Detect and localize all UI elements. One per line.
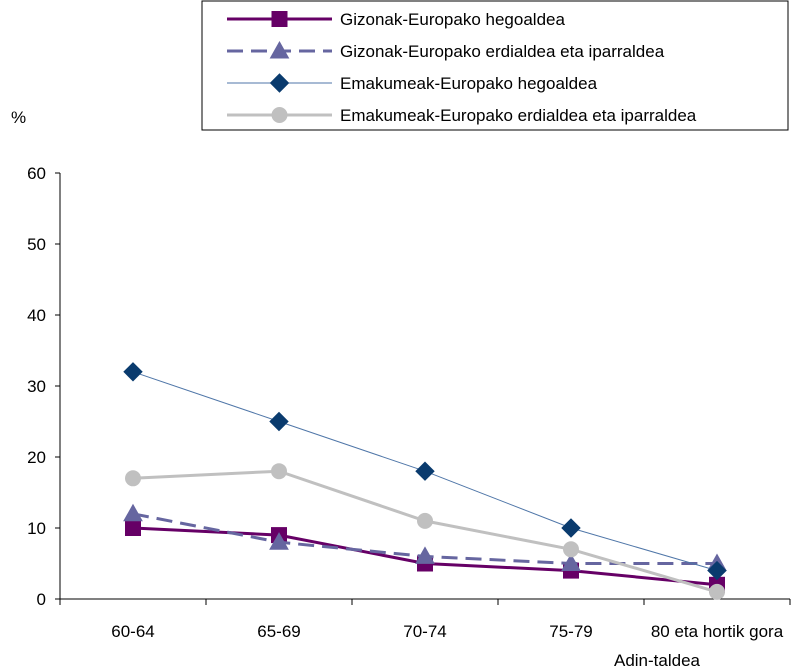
x-tick-label: 60-64 xyxy=(111,622,154,641)
data-point xyxy=(125,470,141,487)
x-ticks: 60-64 65-69 70-74 75-79 80 eta hortik gora xyxy=(59,599,791,641)
data-point xyxy=(415,461,435,481)
y-axis-label: % xyxy=(11,108,26,127)
legend-label: Gizonak-Europako erdialdea eta iparralde… xyxy=(340,42,665,61)
y-tick-label: 20 xyxy=(27,448,46,467)
y-tick-label: 60 xyxy=(27,164,46,183)
legend-item: Gizonak-Europako hegoaldea xyxy=(227,10,565,29)
data-point xyxy=(417,512,433,529)
x-tick-label: 70-74 xyxy=(403,622,446,641)
series-layer xyxy=(123,362,727,600)
data-point xyxy=(415,546,435,564)
x-axis-label: Adin-taldea xyxy=(614,651,701,670)
y-tick-label: 30 xyxy=(27,377,46,396)
y-tick-label: 0 xyxy=(37,590,46,609)
data-point xyxy=(561,518,581,538)
data-point xyxy=(709,583,725,600)
data-point xyxy=(123,362,143,382)
legend-swatch-marker xyxy=(269,73,290,93)
legend-swatch-marker xyxy=(269,40,290,59)
y-tick-label: 40 xyxy=(27,306,46,325)
series-4 xyxy=(125,463,725,600)
y-tick-label: 10 xyxy=(27,519,46,538)
legend-swatch-marker xyxy=(271,107,288,123)
data-point xyxy=(707,560,727,581)
data-point xyxy=(561,553,581,571)
y-ticks: 0 10 20 30 40 50 60 xyxy=(27,164,60,609)
x-tick-label: 65-69 xyxy=(257,622,300,641)
axes xyxy=(59,173,790,600)
x-tick-label: 80 eta hortik gora xyxy=(651,622,784,641)
legend-item: Emakumeak-Europako erdialdea eta iparral… xyxy=(227,106,697,125)
legend-item: Emakumeak-Europako hegoaldea xyxy=(227,73,598,93)
y-tick-label: 50 xyxy=(27,235,46,254)
legend: Gizonak-Europako hegoaldea Gizonak-Europa… xyxy=(201,0,789,131)
data-point xyxy=(271,463,287,480)
series-3 xyxy=(123,362,727,581)
legend-swatch-marker xyxy=(271,11,288,27)
legend-box xyxy=(201,0,789,131)
x-tick-label: 75-79 xyxy=(549,622,592,641)
legend-item: Gizonak-Europako erdialdea eta iparralde… xyxy=(227,40,665,61)
data-point xyxy=(269,532,289,550)
legend-label: Emakumeak-Europako erdialdea eta iparral… xyxy=(340,106,697,125)
legend-label: Gizonak-Europako hegoaldea xyxy=(340,10,565,29)
data-point xyxy=(123,503,143,522)
data-point xyxy=(563,541,579,558)
data-point xyxy=(269,411,289,432)
data-point xyxy=(125,520,141,536)
legend-label: Emakumeak-Europako hegoaldea xyxy=(340,74,598,93)
